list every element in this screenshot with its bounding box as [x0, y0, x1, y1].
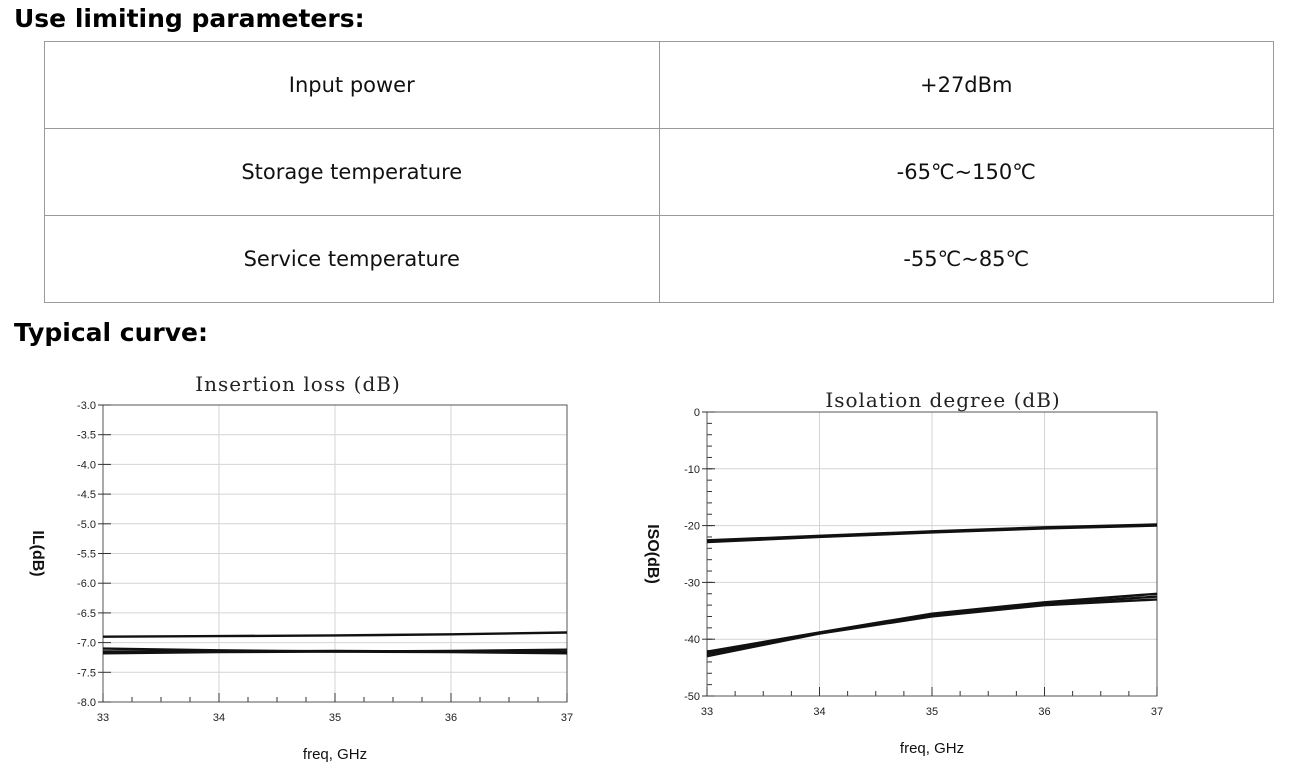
y-tick-label: 0: [694, 407, 700, 419]
y-tick-label: -6.0: [77, 578, 96, 590]
y-tick-label: -4.5: [77, 489, 96, 501]
y-tick-label: -40: [684, 634, 700, 646]
y-tick-label: -7.0: [77, 638, 96, 650]
limiting-parameters-table: Input power +27dBm Storage temperature -…: [44, 41, 1274, 303]
table-row: Storage temperature -65℃~150℃: [44, 128, 1274, 216]
chart-title: Isolation degree (dB): [825, 388, 1060, 412]
x-tick-label: 34: [813, 706, 825, 718]
y-tick-label: -3.0: [77, 400, 96, 412]
param-name-cell: Input power: [44, 41, 660, 129]
param-name-cell: Storage temperature: [44, 128, 660, 216]
param-value-cell: -55℃~85℃: [658, 215, 1274, 303]
x-tick-label: 33: [97, 712, 109, 724]
y-tick-label: -5.5: [77, 549, 96, 561]
chart-title: Insertion loss (dB): [195, 372, 401, 396]
y-tick-label: -5.0: [77, 519, 96, 531]
x-tick-label: 35: [926, 706, 938, 718]
typical-curve-heading: Typical curve:: [14, 318, 209, 347]
x-tick-label: 33: [701, 706, 713, 718]
x-axis-label: freq, GHz: [303, 746, 367, 763]
y-tick-label: -20: [684, 521, 700, 533]
y-axis-label: IL(dB): [29, 530, 46, 576]
series-line-4: [102, 650, 568, 655]
series-line-2: [706, 524, 1158, 544]
y-tick-label: -6.5: [77, 608, 96, 620]
x-axis-label: freq, GHz: [900, 740, 964, 757]
y-tick-label: -3.5: [77, 430, 96, 442]
y-tick-label: -10: [684, 464, 700, 476]
limiting-parameters-heading: Use limiting parameters:: [14, 4, 365, 33]
y-tick-label: -8.0: [77, 697, 96, 709]
table-row: Input power +27dBm: [44, 41, 1274, 129]
x-tick-label: 37: [561, 712, 573, 724]
y-tick-label: -7.5: [77, 667, 96, 679]
insertion-loss-chart: -3.0 -3.5 -4.0 -4.5 -5.0 -5.5 -6.0 -6.5 -7.0 -7.5…: [29, 372, 573, 763]
x-tick-label: 35: [329, 712, 341, 724]
x-tick-label: 36: [445, 712, 457, 724]
y-tick-label: -30: [684, 577, 700, 589]
param-name-cell: Service temperature: [44, 215, 660, 303]
y-tick-label: -4.0: [77, 459, 96, 471]
y-axis-label: ISO(dB): [644, 524, 661, 584]
table-row: Service temperature -55℃~85℃: [44, 215, 1274, 303]
param-value-cell: +27dBm: [658, 41, 1274, 129]
x-tick-label: 37: [1151, 706, 1163, 718]
x-tick-label: 34: [213, 712, 225, 724]
param-value-cell: -65℃~150℃: [658, 128, 1274, 216]
series-line-5: [706, 598, 1158, 658]
series-line-1: [102, 631, 568, 638]
y-tick-label: -50: [684, 691, 700, 703]
x-tick-label: 36: [1038, 706, 1050, 718]
